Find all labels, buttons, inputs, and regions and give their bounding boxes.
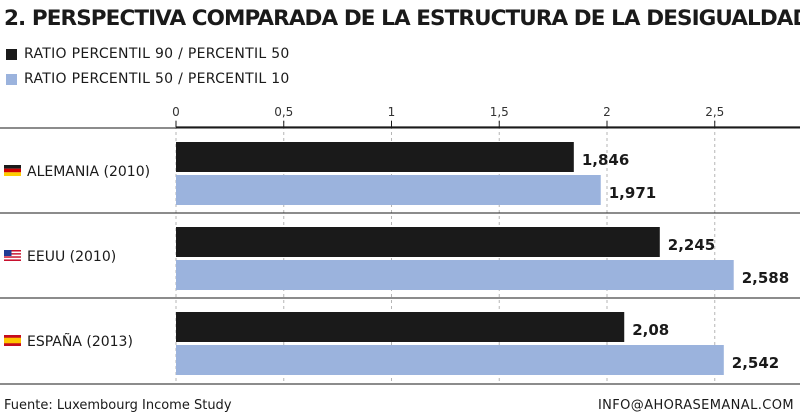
legend-label-p50-p10: RATIO PERCENTIL 50 / PERCENTIL 10 (24, 71, 290, 87)
bar-s1-2 (176, 345, 724, 375)
bar-s0-0 (176, 142, 574, 172)
value-label-s0-2: 2,08 (632, 321, 669, 339)
usa-flag-icon (4, 250, 21, 261)
credit-email: INFO@AHORASEMANAL.COM (597, 398, 794, 413)
legend-item-p90-p50: RATIO PERCENTIL 90 / PERCENTIL 50 (6, 44, 290, 64)
x-tick-label-5: 2,5 (705, 105, 724, 119)
category-label-1: EEUU (2010) (27, 249, 116, 265)
bar-s0-2 (176, 312, 625, 342)
bar-s1-1 (176, 260, 734, 290)
spain-flag-icon (4, 335, 21, 346)
bar-s0-1 (176, 227, 660, 257)
legend-swatch-p50-p10 (6, 73, 17, 85)
x-tick-label-0: 0 (172, 105, 180, 119)
value-label-s0-1: 2,245 (668, 236, 715, 254)
x-tick-label-4: 2 (603, 105, 611, 119)
x-tick-label-1: 0,5 (274, 105, 293, 119)
germany-flag-icon (4, 165, 21, 176)
value-label-s1-2: 2,542 (732, 354, 779, 372)
legend-swatch-p90-p50 (6, 48, 17, 60)
chart-title: 2. PERSPECTIVA COMPARADA DE LA ESTRUCTUR… (4, 6, 800, 31)
category-label-0: ALEMANIA (2010) (27, 164, 150, 180)
category-label-2: ESPAÑA (2013) (27, 333, 133, 350)
value-label-s1-0: 1,971 (609, 184, 656, 202)
source-note: Fuente: Luxembourg Income Study (4, 398, 232, 413)
value-label-s0-0: 1,846 (582, 151, 629, 169)
value-label-s1-1: 2,588 (742, 269, 789, 287)
legend-label-p90-p50: RATIO PERCENTIL 90 / PERCENTIL 50 (24, 46, 290, 62)
x-tick-label-2: 1 (388, 105, 396, 119)
x-tick-label-3: 1,5 (490, 105, 509, 119)
legend-item-p50-p10: RATIO PERCENTIL 50 / PERCENTIL 10 (6, 69, 290, 89)
bar-s1-0 (176, 175, 601, 205)
